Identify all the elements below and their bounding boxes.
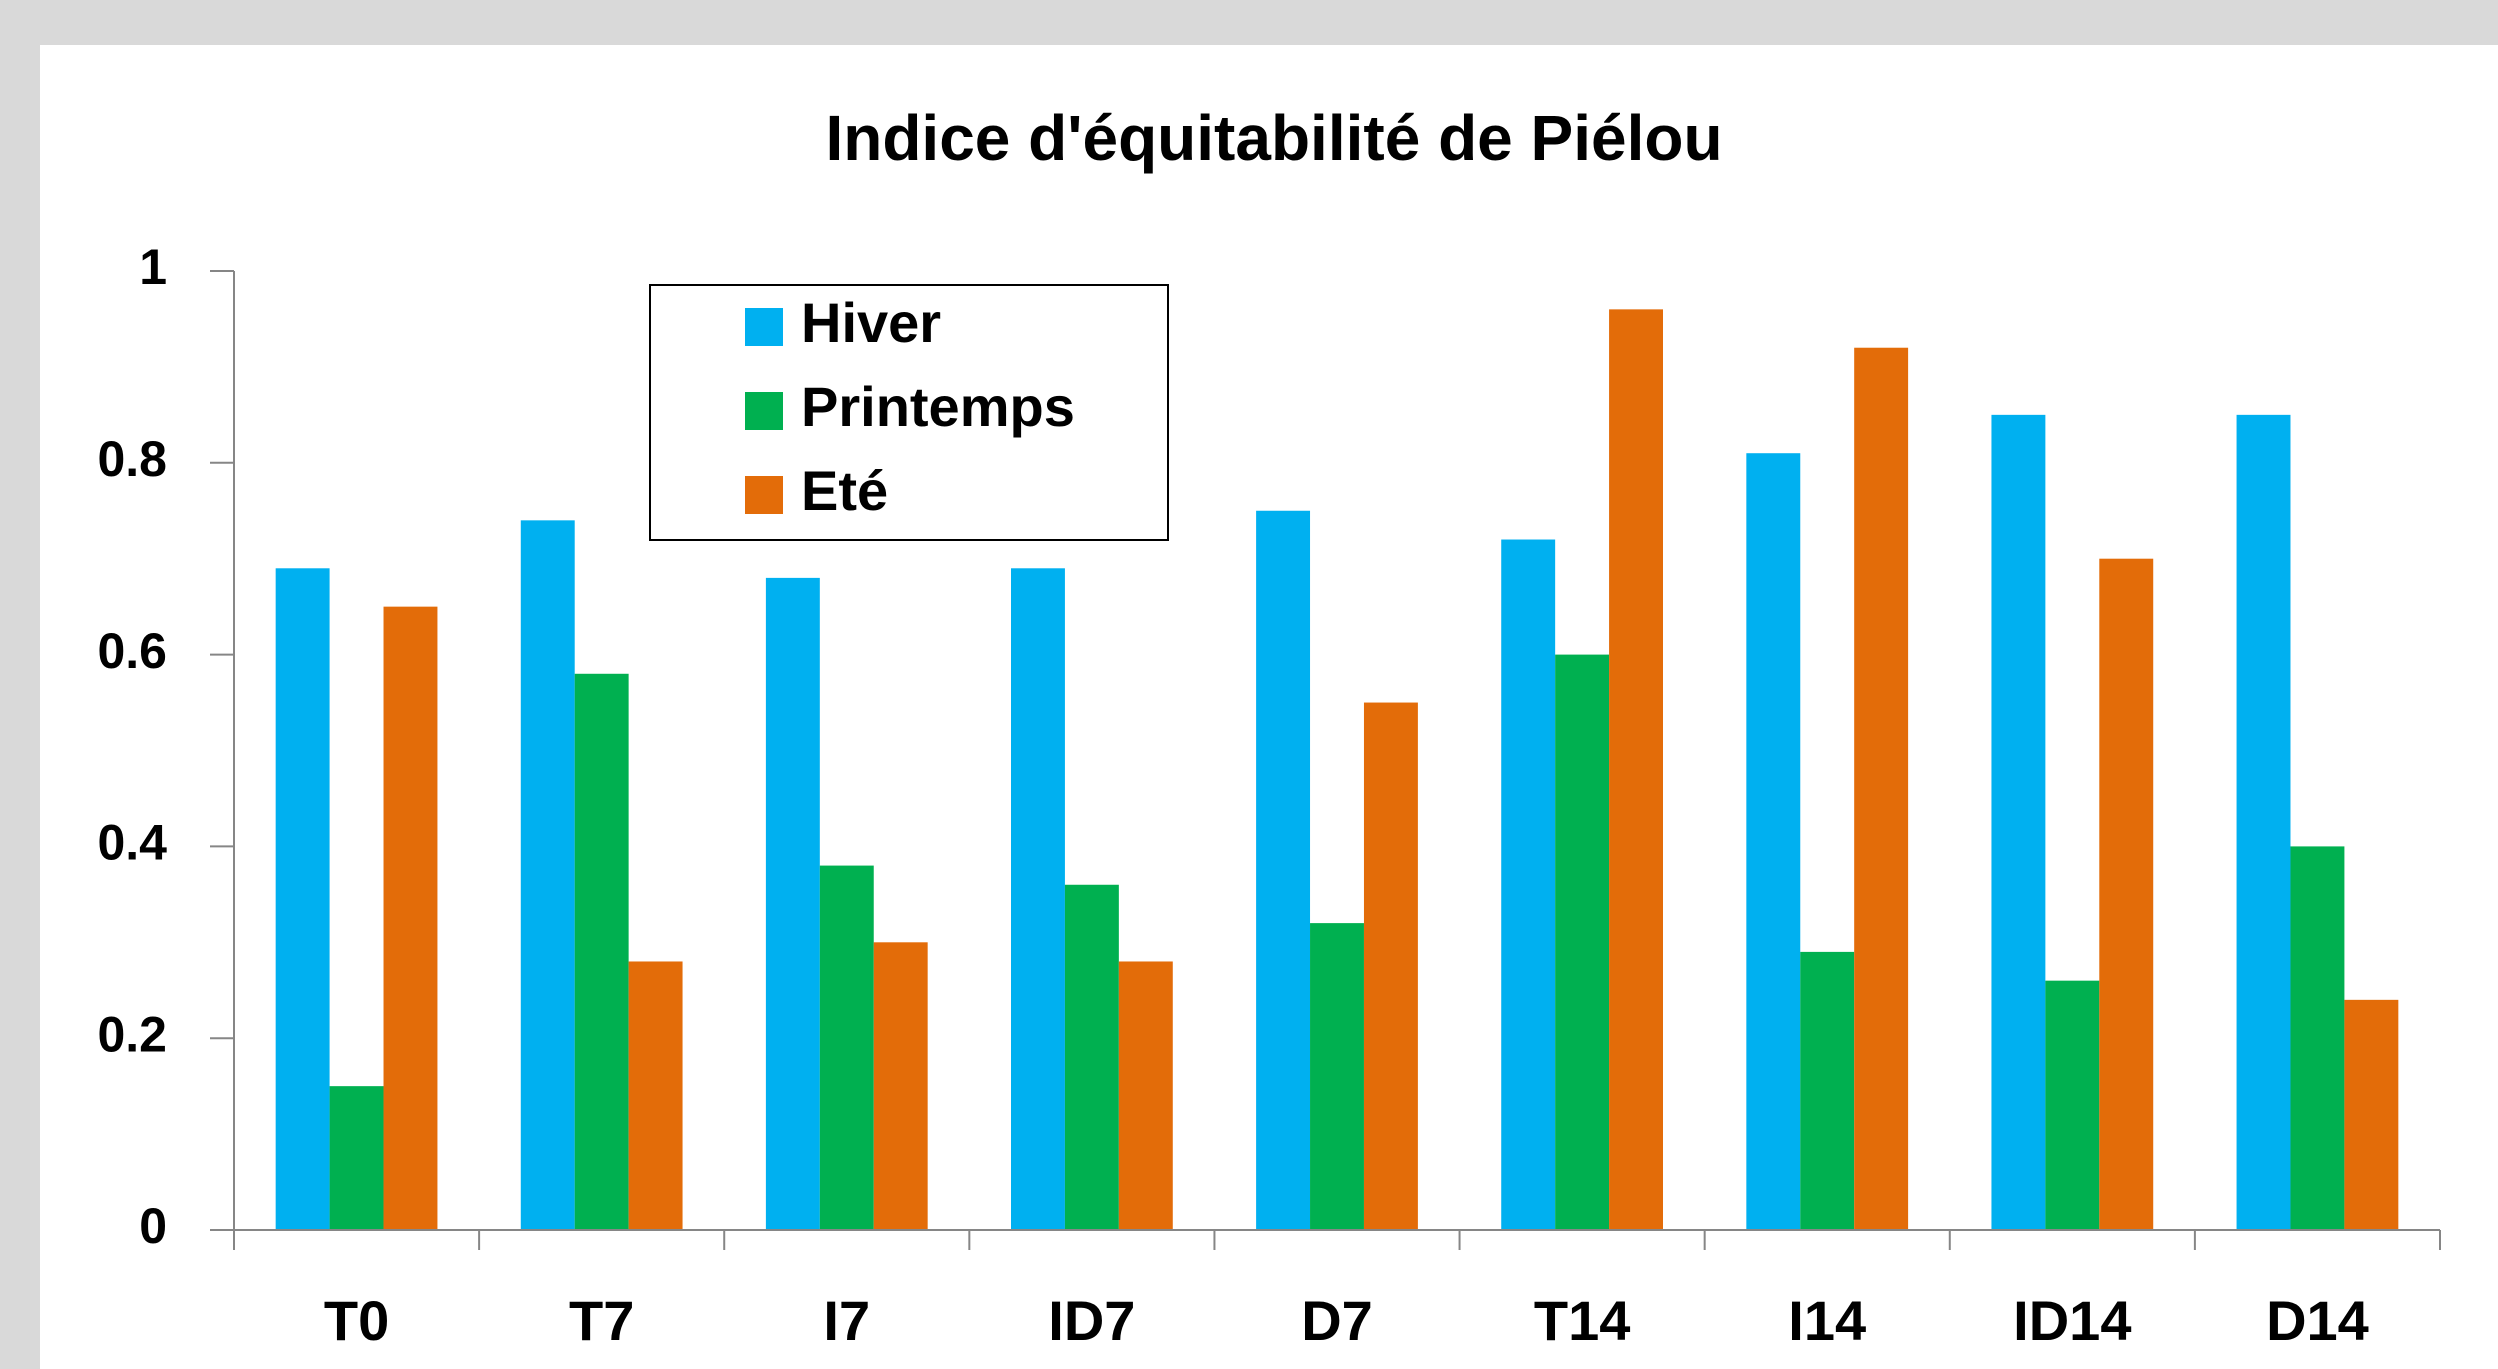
y-tick-label: 0 [139,1198,167,1254]
legend-swatch [745,308,783,346]
bar [329,1086,384,1230]
x-tick-label: T7 [569,1289,634,1352]
bar [1064,884,1119,1230]
y-tick-label: 0.4 [97,815,167,871]
y-tick-label: 0.8 [97,431,167,487]
bar [1501,539,1556,1230]
bar [1800,951,1855,1230]
bar [574,673,629,1230]
legend-label: Eté [801,459,888,522]
legend-label: Hiver [801,291,941,354]
legend-swatch [745,476,783,514]
x-tick-label: D7 [1301,1289,1373,1352]
bar [2045,980,2100,1230]
bar [2236,414,2291,1231]
bar [1011,568,1065,1230]
bar [1991,414,2046,1231]
bar [1555,654,1610,1230]
bar [1310,923,1364,1230]
bar [2099,558,2154,1230]
bar [2344,999,2399,1230]
x-tick-label: ID7 [1048,1289,1135,1352]
bar [1746,453,1801,1231]
legend-box [649,284,1169,541]
bar [2290,846,2345,1230]
bar [765,577,820,1230]
x-tick-label: I14 [1788,1289,1866,1352]
bar [520,520,575,1230]
chart-title: Indice d'équitabilité de Piélou [825,102,1722,174]
bar [1609,309,1663,1230]
bar [1363,702,1418,1230]
x-tick-label: I7 [823,1289,870,1352]
x-tick-label: T14 [1534,1289,1631,1352]
legend-label: Printemps [801,375,1075,438]
bar [1118,961,1173,1230]
bar [628,961,683,1230]
bar [1854,347,1909,1231]
y-tick-label: 0.2 [97,1006,167,1062]
y-tick-label: 1 [139,239,167,295]
bar [383,606,438,1230]
x-tick-label: T0 [324,1289,389,1352]
bar [275,568,330,1230]
legend-swatch [745,392,783,430]
x-tick-label: ID14 [2013,1289,2131,1352]
y-tick-label: 0.6 [97,623,167,679]
x-tick-label: D14 [2266,1289,2369,1352]
bar [819,865,874,1230]
bar [873,942,928,1230]
bar [1256,510,1311,1230]
